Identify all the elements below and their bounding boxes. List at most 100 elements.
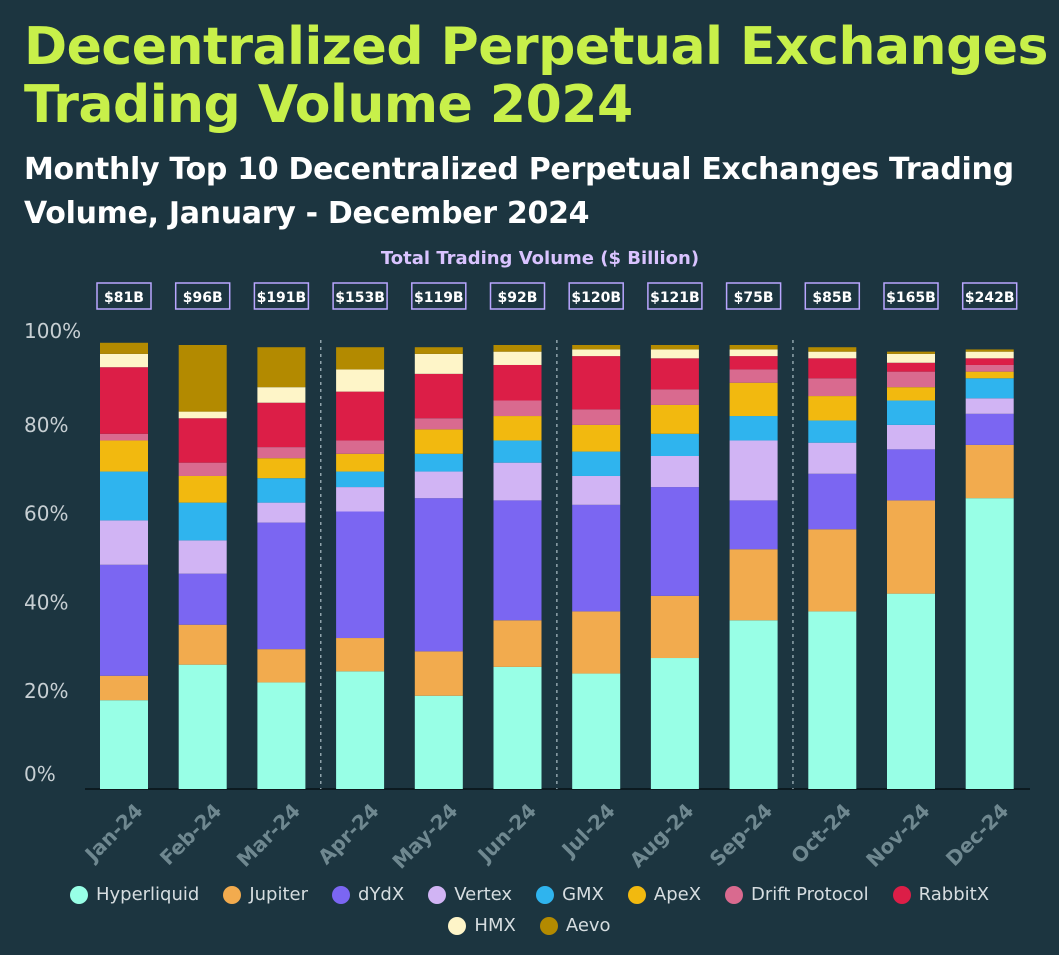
bar-segment [100, 433, 148, 441]
stacked-bar-chart: Total Trading Volume ($ Billion) 0% 20% 40… [24, 248, 1030, 874]
bar-segment [414, 651, 463, 696]
bar-segment [808, 442, 857, 474]
bar-segment [729, 369, 778, 383]
bar-segment [965, 351, 1014, 359]
bar-segment [257, 347, 306, 388]
bar-segment [729, 416, 778, 441]
legend-swatch [725, 885, 744, 904]
bar-segment [965, 444, 1014, 499]
total-volume-box [804, 282, 861, 310]
total-volume-box [568, 282, 624, 310]
legend-swatch [536, 885, 555, 904]
legend-label: Drift Protocol [751, 884, 869, 905]
legend-swatch [332, 885, 351, 904]
legend-swatch [448, 916, 467, 935]
legend-item: ApeX [627, 884, 701, 905]
legend-label: Aevo [565, 915, 611, 936]
x-tick-label: Apr-24 [313, 799, 384, 870]
bar-segment [650, 349, 699, 359]
x-tick-label: Feb-24 [155, 799, 226, 870]
total-volume-box [96, 282, 152, 310]
bar-segment [336, 487, 385, 512]
bar-segment [729, 620, 778, 789]
bar-segment [808, 351, 857, 359]
bar-segment [178, 345, 227, 412]
bar-segment [178, 475, 227, 503]
bar-segment [493, 666, 542, 789]
total-volume-value: $153B [335, 290, 385, 306]
bar-segment [572, 475, 621, 505]
legend-label: RabbitX [918, 884, 990, 905]
total-volume-box [725, 282, 782, 310]
bar-segment [336, 347, 385, 370]
total-volume-value: $121B [650, 290, 700, 306]
legend-swatch [892, 885, 911, 904]
bar-segment [336, 471, 385, 488]
total-volume-value: $119B [414, 290, 464, 306]
legend-swatch [223, 885, 242, 904]
bar-segment [572, 451, 621, 476]
bar-segment [729, 349, 778, 357]
legend-swatch [428, 885, 447, 904]
legend-label: Jupiter [249, 884, 309, 905]
legend-item: HMX [448, 915, 516, 936]
bar-segment [178, 418, 227, 463]
bar-segment [965, 358, 1014, 365]
bar-segment [100, 675, 148, 701]
bar-segment [414, 347, 463, 354]
total-volume-label: $96B [174, 282, 231, 310]
bar-segment [572, 673, 621, 789]
total-volume-box [332, 282, 388, 310]
legend-item: Jupiter [223, 884, 308, 905]
total-volume-value: $75B [734, 290, 774, 306]
bar-segment [100, 440, 148, 472]
bar-segment [650, 433, 699, 456]
x-tick-label: Nov-24 [861, 799, 934, 872]
bar-segment [257, 447, 306, 459]
x-tick-label: Jun-24 [472, 799, 541, 868]
bar-segment [729, 549, 778, 621]
total-volume-label: $191B [253, 282, 310, 310]
bar-segment [414, 418, 463, 430]
bar-segment [808, 396, 857, 421]
total-volume-box [174, 282, 231, 310]
bar-segment [178, 411, 227, 419]
bar-segment [887, 387, 935, 401]
bar-segment [965, 371, 1014, 379]
legend-label: dYdX [358, 884, 405, 905]
bar-segment [729, 356, 778, 370]
total-volume-label: $75B [725, 282, 782, 310]
bar-segment [178, 502, 227, 541]
chart-title: Decentralized Perpetual Exchanges Tradin… [24, 17, 1049, 135]
y-tick-label: 100% [24, 319, 81, 343]
bar-segment [336, 369, 385, 392]
bar-segment [414, 471, 463, 499]
bar-segment [808, 420, 857, 443]
legend-item: Aevo [539, 915, 611, 936]
bar-segment [336, 511, 385, 639]
bar-segment [493, 400, 542, 417]
bar-segment [650, 389, 699, 405]
bar-segment [965, 398, 1014, 414]
bar-segment [178, 540, 227, 574]
y-tick-label: 80% [24, 413, 68, 437]
total-volume-box [647, 282, 703, 310]
total-volume-value: $92B [498, 290, 538, 306]
bar-segment [100, 342, 148, 354]
x-tick-label: Dec-24 [941, 799, 1013, 871]
bar-segment [965, 498, 1014, 789]
bar-segment [336, 671, 385, 789]
bar-segment [887, 424, 935, 450]
total-volume-value: $165B [886, 290, 936, 306]
bar-segment [650, 595, 699, 659]
chart-legend: Hyperliquid Jupiter dYdX Vertex GMX ApeX Drift… [0, 884, 1059, 936]
bar-segment [808, 358, 857, 379]
x-tick-label: May-24 [387, 799, 462, 874]
legend-item: dYdX [332, 884, 404, 905]
bar-segment [887, 351, 935, 354]
bar-segment [729, 345, 778, 350]
bar-segment [257, 387, 306, 403]
legend-item: GMX [536, 884, 604, 905]
legend-swatch [69, 885, 88, 904]
x-tick-label: Oct-24 [786, 799, 856, 869]
